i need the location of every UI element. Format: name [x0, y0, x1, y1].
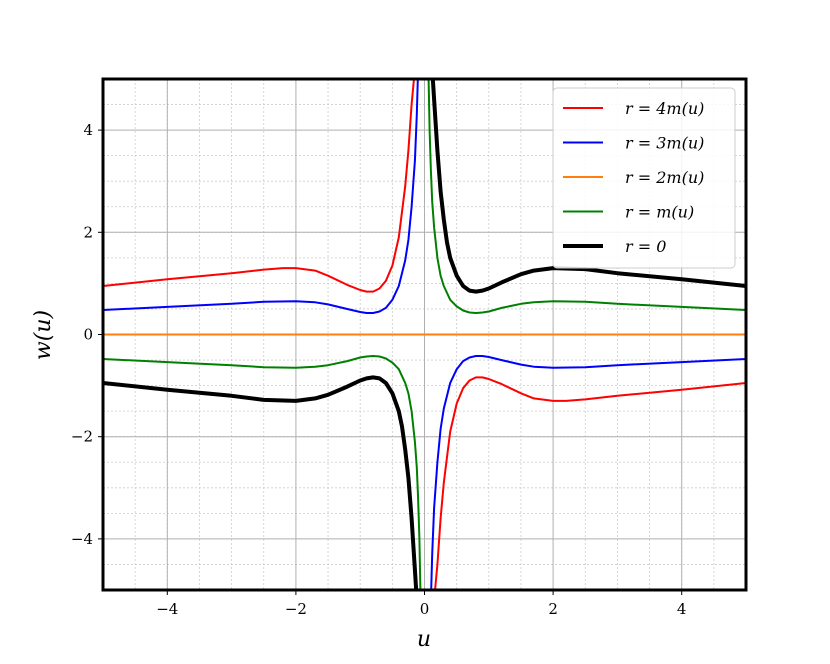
x-tick-label: −4	[156, 600, 178, 618]
y-tick-label: −4	[71, 530, 93, 548]
x-tick-label: −2	[285, 600, 307, 618]
legend-label: r = 4m(u)	[625, 99, 704, 118]
x-tick-label: 2	[548, 600, 558, 618]
x-tick-label: 4	[677, 600, 687, 618]
legend-label: r = m(u)	[625, 203, 694, 222]
series-line-3	[427, 79, 746, 314]
y-tick-label: 4	[83, 121, 93, 139]
y-tick-label: 2	[83, 223, 93, 241]
series-layer	[103, 79, 746, 590]
legend-box	[552, 87, 736, 269]
legend-label: r = 3m(u)	[625, 134, 704, 153]
series-line-4	[430, 79, 746, 294]
series-line-4-mirror	[103, 375, 419, 590]
legend-label: r = 0	[625, 237, 666, 256]
y-tick-label: 0	[83, 326, 93, 344]
legend: r = 4m(u) r = 3m(u) r = 2m(u) r = m(u) r = 0	[552, 87, 736, 269]
x-axis-label: u	[417, 627, 431, 652]
legend-label: r = 2m(u)	[625, 168, 704, 187]
series-line-1-mirror	[430, 355, 746, 590]
series-line-0-mirror	[434, 376, 746, 590]
y-tick-label: −2	[71, 428, 93, 446]
series-line-1	[103, 79, 419, 314]
series-line-0	[103, 79, 415, 293]
series-line-3-mirror	[103, 355, 422, 590]
y-axis-label: w(u)	[31, 310, 56, 360]
ticks: −4 −2 0 2 4 −4 −2 0 2 4	[71, 121, 687, 618]
x-tick-label: 0	[420, 600, 430, 618]
